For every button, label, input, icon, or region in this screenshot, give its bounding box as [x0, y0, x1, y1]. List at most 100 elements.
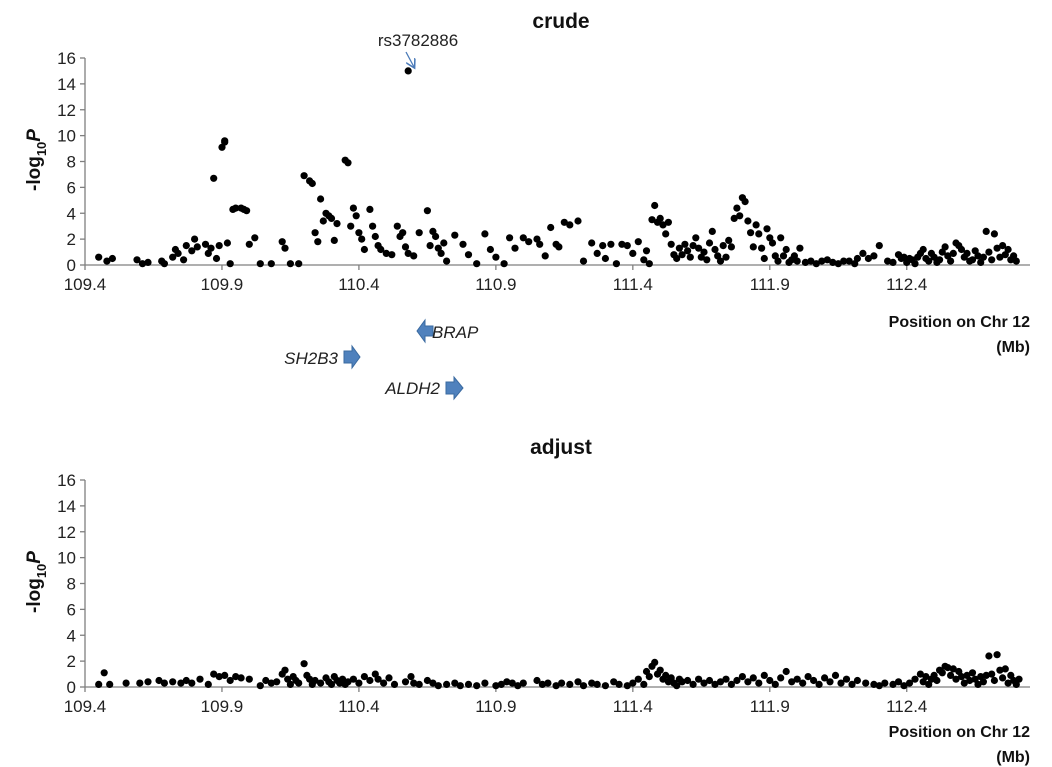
adjust-snp-point — [782, 667, 790, 676]
crude-plot-title: crude — [532, 10, 589, 33]
crude-snp-point — [256, 260, 264, 268]
crude-snp-point — [990, 230, 999, 238]
adjust-snp-point — [1015, 675, 1023, 683]
crude-snp-point — [311, 229, 319, 237]
adjust-snp-point — [760, 671, 768, 680]
crude-snp-point — [410, 252, 418, 260]
adjust-plot-title: adjust — [530, 436, 592, 459]
adjust-snp-point — [237, 674, 245, 682]
crude-snp-point — [423, 207, 431, 215]
crude-snp-point — [588, 239, 596, 247]
crude-snp-point — [404, 249, 412, 257]
adjust-snp-point — [900, 682, 908, 690]
adjust-snp-point — [215, 673, 223, 681]
crude-snp-point — [919, 245, 927, 254]
crude-snp-point — [936, 256, 944, 264]
crude-snp-point — [432, 232, 440, 241]
crude-snp-point — [138, 260, 147, 268]
adjust-snp-point — [473, 682, 481, 690]
adjust-snp-point — [155, 676, 163, 685]
crude-snp-point — [212, 254, 221, 263]
crude-snp-point — [686, 253, 694, 261]
brap-gene-arrow — [416, 318, 434, 344]
adjust-x-axis-label: Position on Chr 12 — [889, 724, 1030, 741]
adjust-snp-point — [645, 673, 653, 681]
crude-snp-point — [744, 217, 752, 225]
adjust-snp-point — [933, 676, 941, 685]
crude-snp-point — [399, 229, 407, 237]
adjust-y-tick-label: 4 — [67, 626, 76, 645]
adjust-snp-point — [979, 678, 988, 686]
crude-snp-point — [223, 239, 231, 247]
crude-snp-point — [1004, 245, 1012, 254]
adjust-snp-point — [673, 682, 681, 690]
crude-snp-point — [182, 242, 190, 250]
adjust-snp-point — [344, 678, 352, 686]
crude-snp-point — [344, 159, 352, 167]
adjust-y-axis-label: -log10P — [24, 551, 49, 613]
adjust-snp-point — [952, 675, 960, 683]
crude-snp-point — [160, 260, 168, 268]
adjust-snp-point — [990, 676, 999, 685]
adjust-snp-point — [862, 679, 870, 687]
adjust-snp-point — [755, 679, 763, 687]
adjust-snp-point — [875, 682, 883, 690]
crude-snp-point — [681, 240, 689, 248]
adjust-snp-point — [497, 680, 505, 689]
crude-snp-point — [133, 256, 141, 264]
adjust-snp-point — [144, 678, 152, 686]
adjust-snp-point — [245, 675, 253, 683]
adjust-snp-point — [423, 676, 431, 685]
adjust-snp-point — [623, 682, 631, 690]
crude-snp-point — [547, 223, 555, 232]
adjust-snp-point — [281, 666, 289, 674]
adjust-snp-point — [317, 679, 325, 687]
adjust-snp-point — [601, 682, 610, 690]
adjust-snp-point — [451, 679, 459, 687]
adjust-snp-point — [160, 679, 168, 687]
adjust-snp-point — [894, 678, 903, 686]
adjust-snp-point — [256, 682, 264, 690]
adjust-snp-point — [410, 679, 418, 687]
adjust-snp-point — [788, 678, 796, 686]
crude-snp-point — [382, 249, 390, 257]
crude-snp-point — [601, 254, 610, 263]
crude-snp-point — [678, 251, 686, 259]
adjust-snp-point — [988, 670, 996, 678]
crude-snp-point — [823, 256, 831, 264]
crude-snp-point — [673, 254, 681, 263]
crude-snp-point — [782, 245, 790, 254]
crude-snp-point — [779, 252, 788, 260]
adjust-snp-point — [777, 674, 785, 682]
adjust-snp-point — [974, 680, 982, 689]
svg-text:-log10P: -log10P — [24, 129, 49, 191]
crude-y-tick-label: 12 — [57, 101, 76, 120]
crude-data-points — [95, 67, 1020, 268]
crude-snp-point — [911, 260, 919, 268]
adjust-snp-point — [177, 679, 185, 687]
adjust-snp-point — [634, 675, 642, 683]
crude-x-tick-label: 109.4 — [64, 275, 107, 294]
crude-snp-point — [358, 235, 366, 243]
adjust-snp-point — [552, 682, 560, 690]
adjust-y-ticks: 0 2 4 6 8 10 12 14 16 — [57, 471, 85, 697]
crude-snp-point — [347, 222, 355, 230]
adjust-snp-point — [579, 682, 588, 690]
adjust-snp-point — [684, 676, 692, 685]
adjust-ylabel-italic: P — [24, 551, 45, 564]
adjust-snp-point — [429, 679, 437, 687]
adjust-snp-point — [766, 676, 774, 685]
crude-snp-point — [191, 235, 199, 243]
crude-snp-point — [845, 257, 853, 265]
crude-snp-point — [286, 260, 294, 268]
adjust-snp-point — [848, 680, 856, 689]
crude-snp-point — [725, 236, 733, 244]
adjust-snp-point — [810, 676, 818, 685]
adjust-data-points — [95, 651, 1023, 690]
adjust-snp-point — [401, 678, 410, 686]
adjust-snp-point — [968, 669, 977, 677]
crude-snp-point — [317, 195, 325, 203]
crude-snp-point — [884, 257, 892, 265]
adjust-snp-point — [544, 679, 552, 687]
adjust-snp-point — [349, 675, 357, 683]
